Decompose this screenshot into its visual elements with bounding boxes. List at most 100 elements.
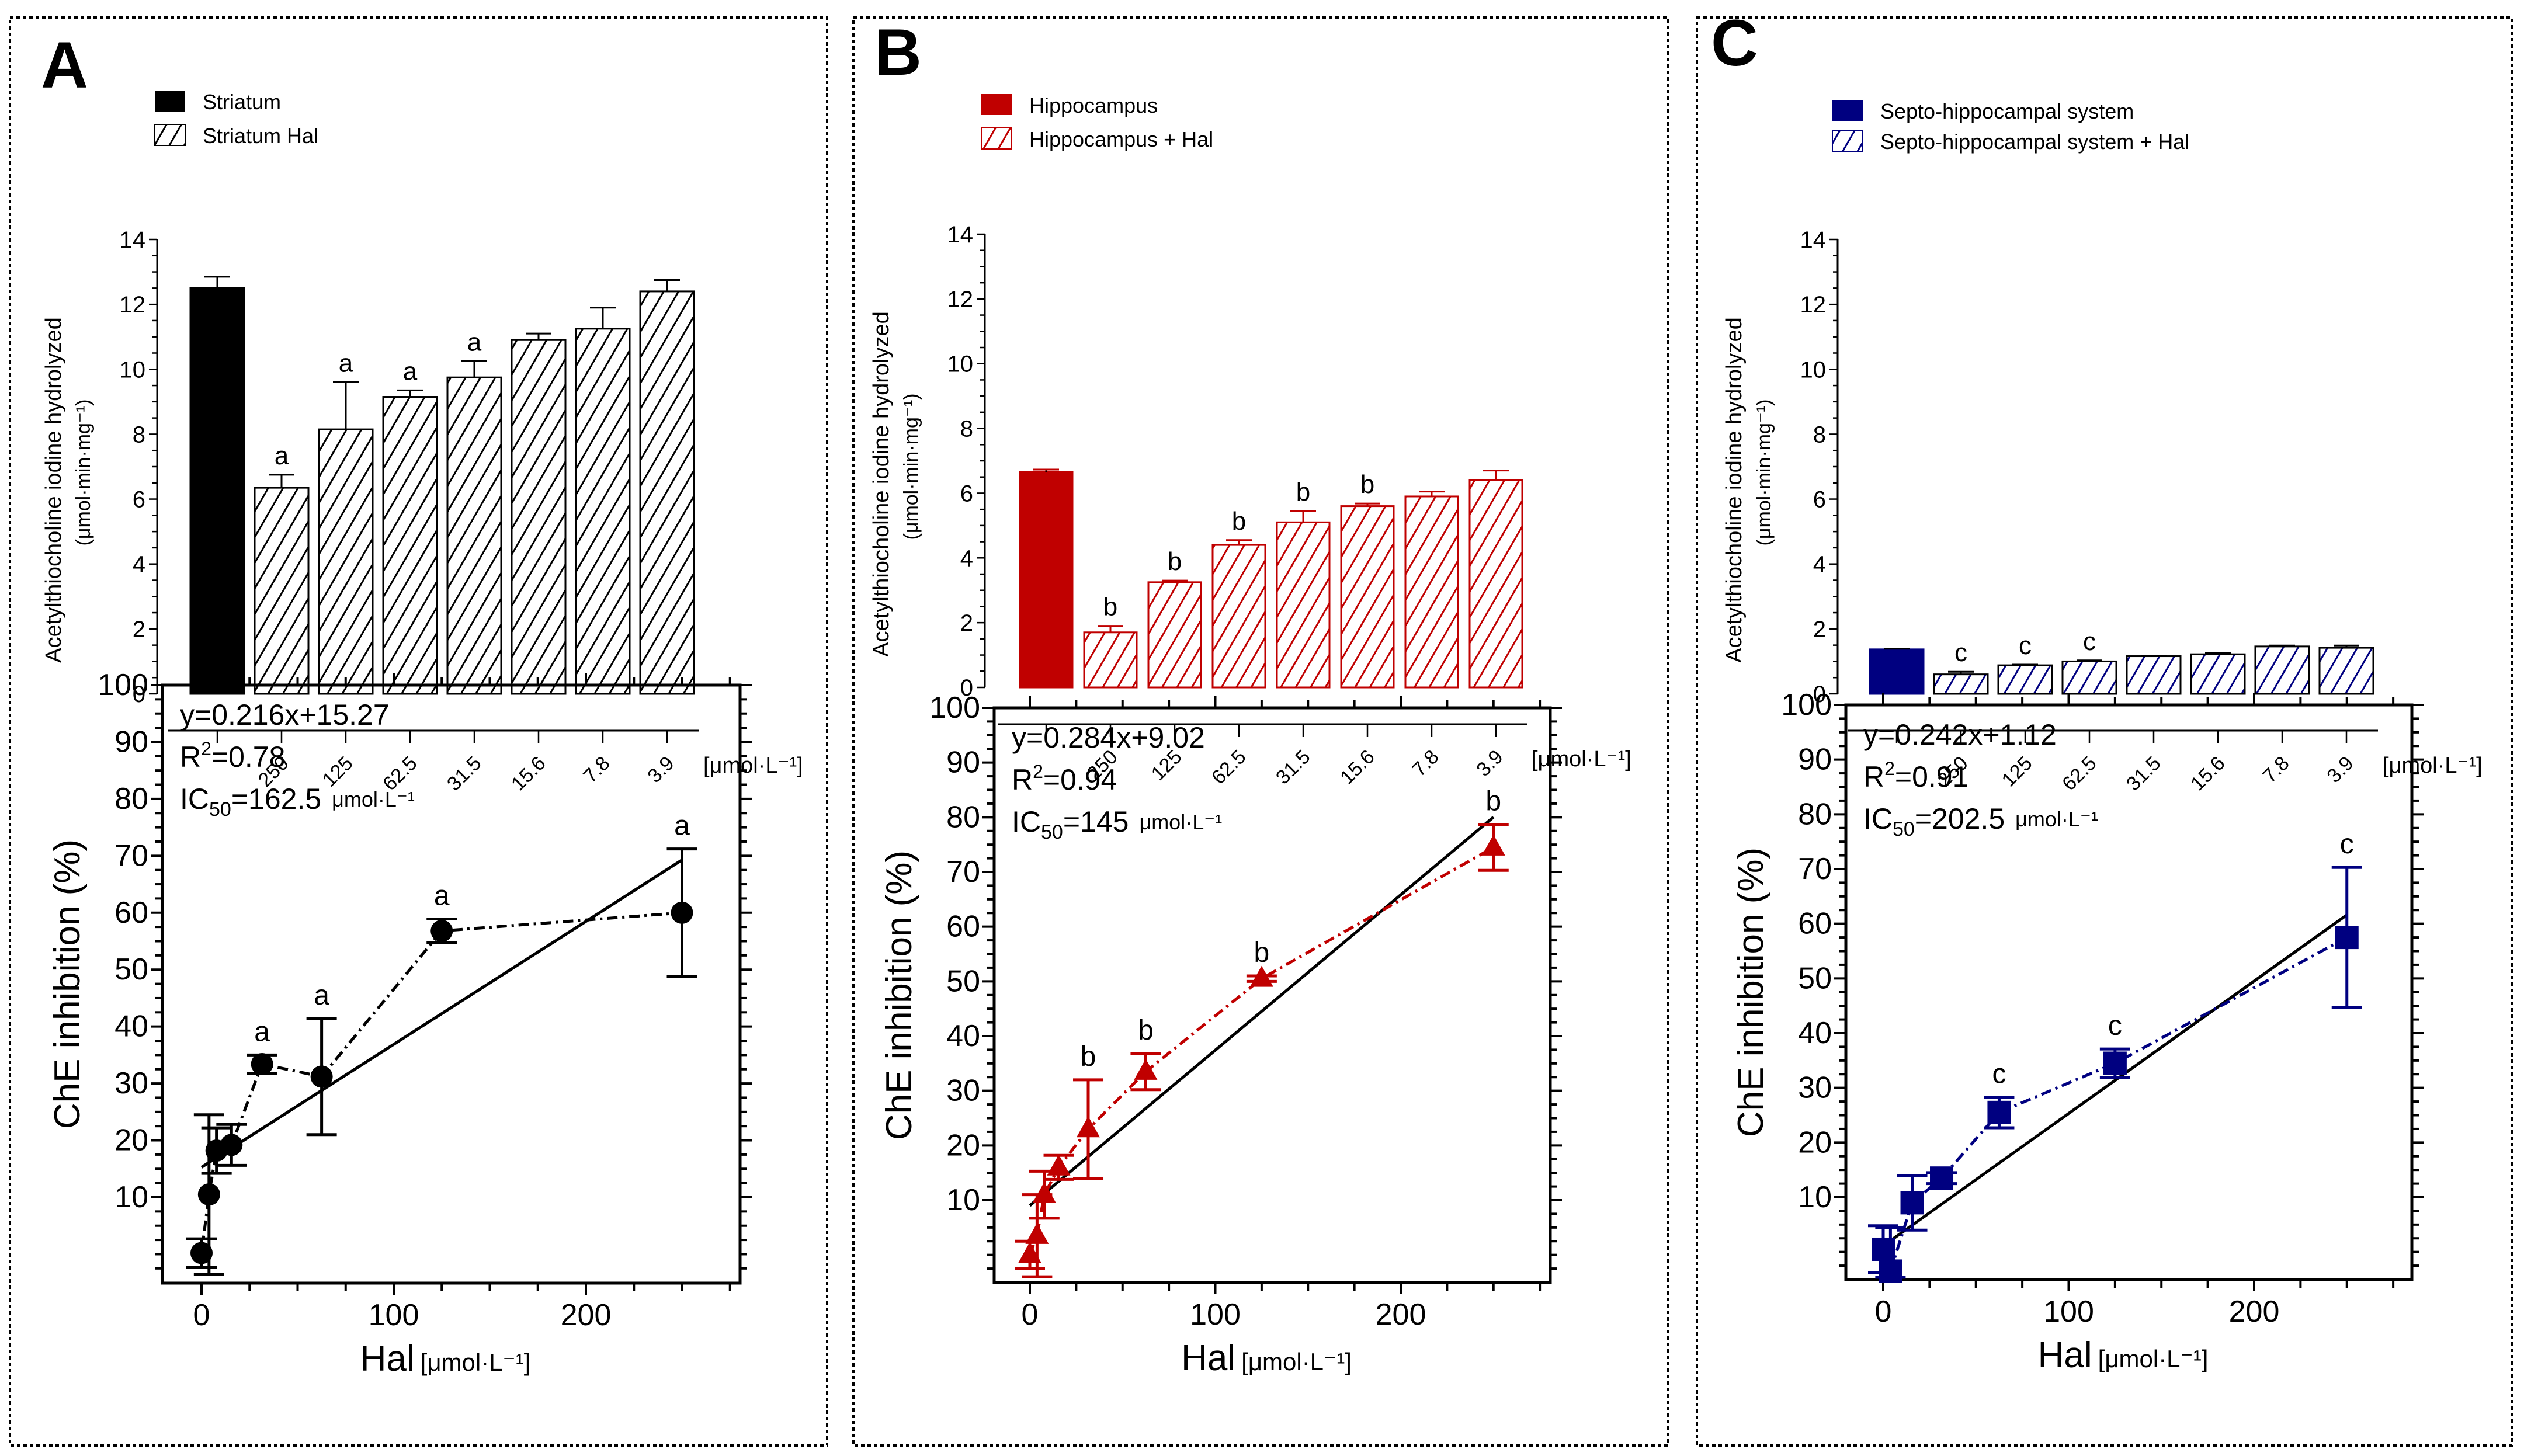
bar bbox=[575, 328, 631, 695]
bar bbox=[1211, 544, 1266, 689]
significance-label: a bbox=[254, 1016, 270, 1047]
ic50: IC50=145 μmol·L⁻¹ bbox=[1012, 805, 1222, 843]
y-tick-label: 70 bbox=[946, 855, 980, 889]
x-tick-label: 7.8 bbox=[1408, 746, 1443, 781]
panel-border-A bbox=[9, 16, 828, 1447]
significance-label: b bbox=[1103, 593, 1117, 621]
r-squared-symbol: R bbox=[1012, 763, 1033, 796]
y-tick-label: 14 bbox=[1800, 227, 1827, 253]
y-tick-label: 40 bbox=[946, 1019, 980, 1053]
x-tick-label: 100 bbox=[1190, 1298, 1241, 1332]
x-tick-label: 0 bbox=[1022, 1298, 1039, 1332]
y-tick-label: 80 bbox=[114, 782, 148, 816]
ic50-subscript: 50 bbox=[1893, 818, 1915, 840]
y-tick-label: 50 bbox=[114, 953, 148, 986]
legend-label: Striatum bbox=[203, 90, 281, 114]
data-point bbox=[1025, 1222, 1049, 1244]
r-squared-superscript: 2 bbox=[1884, 758, 1895, 779]
bar bbox=[1083, 631, 1138, 689]
x-axis-label: Hal [μmol·L⁻¹] bbox=[2038, 1335, 2209, 1375]
bar bbox=[1933, 673, 1989, 695]
y-tick-label: 30 bbox=[946, 1074, 980, 1108]
y-tick-label: 4 bbox=[133, 552, 145, 578]
r-squared-superscript: 2 bbox=[1033, 761, 1043, 782]
y-tick-label: 2 bbox=[133, 617, 145, 642]
y-tick-label: 20 bbox=[1798, 1125, 1832, 1159]
x-tick-label: 7.8 bbox=[579, 752, 614, 787]
y-tick-label: 80 bbox=[946, 800, 980, 834]
y-tick-label: 6 bbox=[1813, 487, 1826, 513]
data-point bbox=[1879, 1259, 1902, 1283]
bar bbox=[1869, 648, 1925, 695]
data-series-line bbox=[200, 911, 682, 1253]
regression-line bbox=[1029, 816, 1495, 1207]
x-axis-label-name: Hal bbox=[2038, 1335, 2092, 1375]
legend-swatch-hatched bbox=[1832, 130, 1863, 152]
x-tick-label: 7.8 bbox=[2258, 752, 2293, 787]
ic50-unit: μmol·L⁻¹ bbox=[332, 787, 415, 811]
regression-line bbox=[200, 859, 683, 1169]
y-tick-label: 100 bbox=[98, 668, 148, 702]
r-squared: R2=0.91 bbox=[1863, 758, 1968, 793]
bar-chart-C: C Septo-hippocampal system Septo-hippocamp… bbox=[1711, 6, 2483, 795]
y-tick-label: 0 bbox=[133, 682, 145, 707]
y-tick-label: 0 bbox=[960, 675, 973, 701]
y-tick-label: 80 bbox=[1798, 797, 1832, 831]
y-tick-label: 14 bbox=[947, 222, 974, 248]
x-tick-label: 200 bbox=[561, 1298, 612, 1332]
x-axis-unit: [μmol·L⁻¹] bbox=[703, 753, 803, 778]
ic50-subscript: 50 bbox=[1041, 821, 1063, 843]
significance-label: a bbox=[467, 328, 482, 356]
data-point bbox=[2103, 1051, 2127, 1075]
y-tick-label: 14 bbox=[120, 227, 146, 253]
significance-label: a bbox=[434, 880, 450, 911]
x-tick-label: 3.9 bbox=[643, 752, 678, 787]
legend-swatch-hatched bbox=[981, 127, 1012, 150]
significance-label: c bbox=[1954, 638, 1967, 667]
y-tick-label: 20 bbox=[946, 1128, 980, 1162]
x-tick-label: 0 bbox=[193, 1298, 210, 1332]
y-tick-label: 10 bbox=[1800, 357, 1827, 383]
significance-label: a bbox=[275, 442, 289, 470]
ic50-value: =202.5 bbox=[1915, 802, 2005, 835]
panel-letter: C bbox=[1711, 6, 1758, 79]
x-axis-unit: [μmol·L⁻¹] bbox=[2383, 753, 2483, 778]
bar-chart-B: B Hippocampus Hippocampus + Hal 0 2 4 6 8 10 12 14… bbox=[869, 16, 1631, 788]
y-tick-label: 8 bbox=[960, 416, 973, 442]
y-tick-label: 10 bbox=[120, 357, 146, 383]
x-tick-label: 62.5 bbox=[1207, 746, 1251, 789]
data-point bbox=[251, 1052, 273, 1075]
legend-swatch-solid bbox=[1832, 100, 1863, 121]
r-squared: R2=0.94 bbox=[1012, 761, 1117, 796]
ic50-value: =162.5 bbox=[231, 783, 321, 815]
y-tick-label: 40 bbox=[114, 1010, 148, 1044]
bar bbox=[254, 487, 310, 695]
x-tick-label: 200 bbox=[1376, 1298, 1426, 1332]
significance-label: b bbox=[1138, 1015, 1154, 1046]
x-axis-label-name: Hal bbox=[360, 1339, 415, 1379]
regression-equation: y=0.242x+1.12 bbox=[1863, 718, 2057, 751]
y-tick-label: 60 bbox=[114, 896, 148, 930]
ic50-value: =145 bbox=[1063, 805, 1129, 838]
legend-label: Hippocampus bbox=[1029, 93, 1158, 117]
legend-label: Septo-hippocampal system + Hal bbox=[1880, 130, 2189, 154]
y-tick-label: 30 bbox=[1798, 1071, 1832, 1105]
bar bbox=[1997, 664, 2053, 695]
x-tick-label: 3.9 bbox=[1472, 746, 1507, 781]
data-point bbox=[1481, 834, 1505, 856]
x-tick-label: 125 bbox=[1998, 752, 2037, 791]
ic50: IC50=162.5 μmol·L⁻¹ bbox=[180, 783, 415, 821]
significance-label: b bbox=[1485, 786, 1501, 817]
y-tick-label: 10 bbox=[946, 1183, 980, 1217]
bar bbox=[189, 287, 245, 695]
y-tick-label: 10 bbox=[1798, 1180, 1832, 1214]
r-squared-symbol: R bbox=[180, 741, 201, 773]
data-point bbox=[1249, 965, 1273, 987]
data-point bbox=[310, 1065, 333, 1088]
x-axis-label-unit: [μmol·L⁻¹] bbox=[421, 1349, 531, 1376]
panel-letter: A bbox=[41, 29, 88, 102]
significance-label: a bbox=[339, 349, 353, 378]
x-tick-label: 62.5 bbox=[2058, 752, 2101, 795]
